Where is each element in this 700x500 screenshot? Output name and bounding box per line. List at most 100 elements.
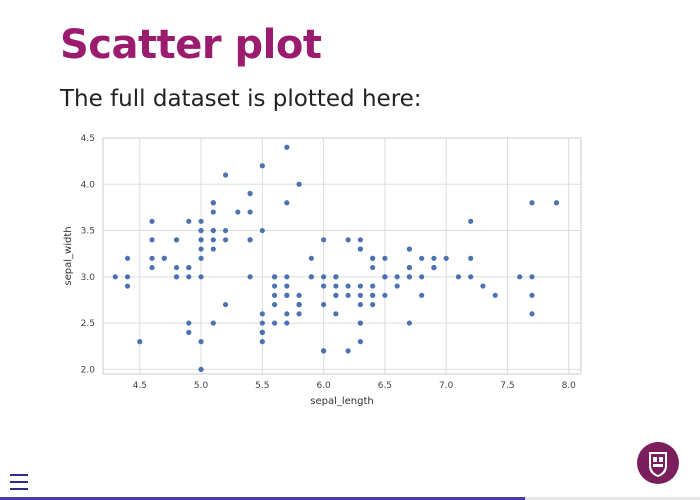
data-point [284, 144, 290, 150]
data-point [259, 329, 265, 335]
data-point [394, 283, 400, 289]
slide-progress-fill [0, 497, 525, 500]
data-point [198, 237, 204, 243]
data-point [370, 292, 376, 298]
data-point [370, 301, 376, 308]
data-point [529, 292, 535, 298]
data-point [382, 255, 388, 261]
menu-button[interactable] [10, 474, 28, 490]
data-point [124, 283, 131, 289]
data-point [186, 274, 192, 280]
x-tick-label: 6.0 [316, 381, 331, 391]
y-tick-label: 2.0 [81, 365, 96, 375]
data-point [198, 366, 204, 372]
data-point [284, 283, 290, 289]
data-point [529, 274, 535, 280]
chart-plot-frame [102, 137, 582, 375]
data-point [173, 274, 180, 280]
data-point [210, 209, 216, 215]
x-tick-label: 5.5 [255, 381, 269, 391]
data-point [455, 274, 462, 280]
data-point [321, 301, 327, 308]
data-point [492, 292, 498, 298]
data-point [124, 255, 131, 261]
data-point [247, 274, 253, 280]
data-point [333, 274, 339, 280]
data-point [186, 329, 192, 335]
university-logo[interactable] [637, 442, 679, 484]
x-tick-label: 8.0 [562, 381, 577, 391]
data-point [210, 246, 216, 252]
data-point [296, 181, 302, 187]
chart-x-tick-labels: 4.5 5.0 5.5 6.0 6.5 7.0 7.5 8.0 [133, 381, 577, 391]
y-tick-label: 2.5 [81, 319, 95, 329]
data-point [247, 190, 253, 197]
data-point [271, 320, 278, 326]
data-point [406, 274, 413, 280]
data-point [357, 283, 363, 289]
y-tick-label: 3.5 [81, 227, 95, 237]
data-point [443, 255, 449, 261]
data-point [222, 301, 229, 308]
data-point [198, 339, 204, 345]
data-point [345, 237, 351, 243]
data-point [333, 283, 339, 289]
data-point [222, 227, 229, 234]
data-point [198, 227, 204, 234]
data-point [222, 237, 229, 243]
data-point [370, 264, 376, 271]
data-point [553, 200, 560, 206]
data-point [468, 274, 474, 280]
slide-text: The full dataset is plotted here: [60, 86, 422, 112]
data-point [406, 320, 413, 326]
y-tick-label: 3.0 [81, 273, 96, 283]
y-tick-label: 4.0 [81, 180, 96, 190]
data-point [419, 292, 425, 298]
data-point [149, 264, 155, 271]
data-point [247, 209, 253, 215]
y-tick-label: 4.5 [81, 134, 95, 144]
data-point [345, 348, 351, 354]
chart-grid-vertical [139, 138, 570, 374]
data-point [357, 246, 363, 252]
data-point [321, 274, 327, 280]
data-point [431, 264, 437, 271]
data-point [284, 200, 290, 206]
data-point [149, 218, 155, 224]
chart-x-axis-label: sepal_length [310, 396, 374, 407]
data-point [149, 255, 155, 261]
data-point [259, 320, 265, 326]
data-point [222, 172, 229, 178]
data-point [345, 283, 351, 289]
data-point [173, 264, 180, 271]
chart-grid-horizontal [103, 137, 581, 370]
chart-y-axis-label: sepal_width [63, 226, 74, 285]
x-tick-label: 4.5 [133, 381, 147, 391]
data-point [259, 311, 265, 317]
data-point [296, 292, 302, 298]
data-point [394, 274, 400, 280]
data-point [333, 292, 339, 298]
data-point [149, 237, 155, 243]
slide-progress-bar [0, 497, 700, 500]
data-point [124, 274, 131, 280]
data-point [137, 339, 143, 345]
data-point [271, 301, 278, 308]
data-point [480, 283, 486, 289]
data-point [210, 237, 216, 243]
data-point [357, 301, 363, 308]
data-point [210, 200, 216, 206]
data-point [321, 348, 327, 354]
data-point [308, 274, 314, 280]
x-tick-label: 7.5 [500, 381, 514, 391]
data-point [321, 237, 327, 243]
data-point [370, 255, 376, 261]
data-point [112, 274, 118, 280]
data-point [186, 320, 192, 326]
data-point [333, 311, 339, 317]
chart-points [112, 144, 560, 372]
slide-title: Scatter plot [60, 22, 322, 68]
data-point [406, 264, 413, 271]
data-point [284, 274, 290, 280]
data-point [259, 227, 265, 234]
